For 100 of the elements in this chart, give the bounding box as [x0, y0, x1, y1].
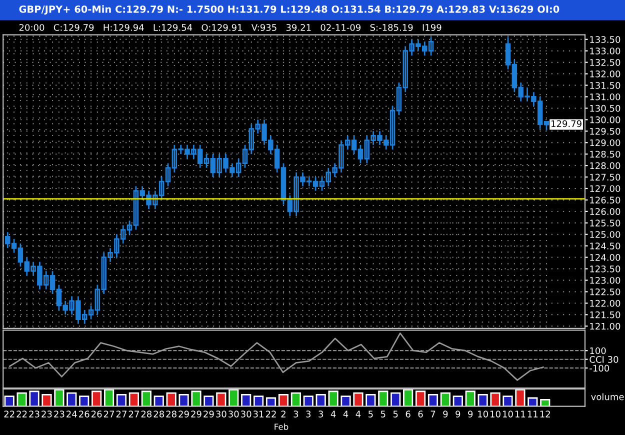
x-tick-label: 6 — [406, 410, 410, 418]
x-tick-label: 5 — [393, 410, 398, 418]
bar — [528, 397, 538, 406]
bar — [4, 396, 14, 406]
x-tick-label: 26 — [79, 410, 90, 418]
chart-title: GBP/JPY+ 60-Min C:129.79 N:- 1.7500 H:131.79 L:129.48 O:131.54 B:129.79 A:129.83 V:13629 OI:0 — [19, 5, 560, 15]
bar — [241, 394, 252, 406]
x-tick-label: 3 — [306, 410, 311, 418]
bar — [92, 390, 102, 406]
x-tick-label: 23 — [54, 410, 64, 418]
bar — [452, 396, 463, 406]
x-tick-label: 4 — [330, 410, 336, 418]
text: Feb — [274, 423, 288, 430]
bar — [440, 392, 451, 406]
x-tick-label: 28 — [166, 410, 176, 418]
bar — [378, 390, 388, 406]
y-tick-label: 133.50 — [590, 36, 620, 43]
bar — [490, 392, 500, 406]
y-tick-label: CCI 30 — [590, 356, 618, 363]
x-tick-label: 26 — [91, 410, 102, 418]
bar — [465, 390, 476, 406]
x-tick-label: 3 — [294, 410, 298, 418]
x-tick-label: 29 — [204, 410, 214, 418]
bar — [154, 396, 164, 406]
x-tick-label: 11 — [528, 410, 538, 418]
bar — [216, 392, 226, 406]
x-tick-label: 23 — [42, 410, 52, 418]
y-tick-label: 122.00 — [590, 300, 620, 307]
x-tick-label: 6 — [418, 410, 423, 418]
x-tick-label: 12 — [540, 410, 550, 418]
y-tick-label: 132.50 — [590, 59, 620, 66]
bar — [116, 394, 127, 406]
bar — [54, 389, 64, 406]
bar — [515, 389, 526, 406]
y-tick-label: 128.50 — [590, 150, 620, 158]
y-tick-label: 128.00 — [590, 162, 620, 170]
bar — [366, 394, 376, 406]
bar — [16, 392, 27, 406]
y-tick-label: 129.50 — [590, 128, 620, 135]
bar — [478, 394, 488, 406]
y-axis-title: volume — [591, 393, 624, 400]
bar — [29, 390, 40, 406]
x-tick-label: 5 — [368, 410, 373, 418]
x-tick-label: 24 — [66, 410, 77, 418]
bar — [290, 392, 301, 406]
text: 129.79 — [551, 120, 582, 128]
bar — [428, 394, 438, 406]
bar — [204, 396, 214, 406]
x-tick-label: 27 — [104, 410, 114, 418]
x-tick-label: 9 — [456, 410, 460, 418]
x-tick-label: 27 — [128, 410, 139, 418]
bar — [353, 392, 364, 406]
y-tick-label: 124.00 — [590, 254, 620, 261]
bar — [66, 392, 77, 406]
y-tick-label: 132.00 — [590, 70, 620, 78]
x-tick-label: 4 — [343, 410, 348, 418]
y-tick-label: 124.50 — [590, 242, 620, 250]
x-tick-label: 29 — [191, 410, 202, 418]
y-tick-label: 131.50 — [590, 82, 620, 89]
bar — [253, 396, 264, 406]
y-tick-label: 125.50 — [590, 220, 620, 226]
bar — [415, 390, 426, 406]
bar — [178, 394, 189, 406]
y-tick-label: 122.50 — [590, 288, 620, 296]
x-tick-label: 23 — [29, 410, 40, 418]
y-tick-label: 131.00 — [590, 93, 620, 100]
chart-subtitle: 20:00 C:129.79 H:129.94 L:129.54 O:129.91 V:935 39.21 02-11-09 S:-185.19 I199 — [19, 24, 442, 31]
bar — [128, 392, 140, 406]
y-tick-label: 127.00 — [590, 185, 620, 192]
x-tick-label: 22 — [16, 410, 27, 418]
bar — [502, 396, 513, 406]
x-tick-label: 2 — [281, 410, 286, 418]
y-tick-label: -100 — [590, 364, 610, 372]
x-tick-label: 28 — [141, 410, 152, 418]
y-tick-label: 133.00 — [590, 48, 620, 54]
bar — [316, 394, 326, 406]
bar — [403, 389, 414, 406]
bar — [390, 392, 401, 406]
x-tick-label: 3 — [318, 410, 323, 418]
x-tick-label: 22 — [266, 410, 276, 418]
x-tick-label: 11 — [515, 410, 526, 418]
y-tick-label: 127.50 — [590, 174, 620, 181]
bar — [228, 389, 239, 406]
y-tick-label: 123.00 — [590, 276, 620, 284]
bar — [540, 398, 550, 406]
x-tick-label: 10 — [502, 410, 513, 418]
x-tick-label: 9 — [468, 410, 473, 418]
x-tick-label: 22 — [4, 410, 14, 418]
bar — [303, 396, 314, 406]
bar — [328, 390, 338, 406]
y-tick-label: 126.50 — [590, 196, 620, 204]
y-tick-label: 129.00 — [590, 139, 620, 146]
y-tick-label: 123.50 — [590, 266, 620, 272]
bar — [266, 397, 276, 406]
bar — [166, 392, 176, 406]
x-tick-label: 27 — [116, 410, 126, 418]
bar — [42, 394, 52, 406]
x-tick-label: 30 — [216, 410, 226, 418]
x-tick-label: 30 — [241, 410, 252, 418]
y-tick-label: 121.50 — [590, 311, 620, 318]
